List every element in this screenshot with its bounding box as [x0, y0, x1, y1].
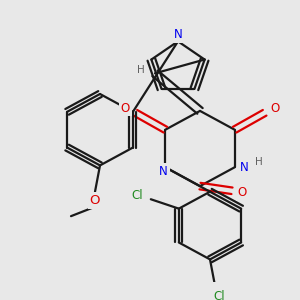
Text: Cl: Cl [213, 290, 225, 300]
Text: O: O [270, 102, 279, 115]
Text: O: O [90, 194, 100, 207]
Text: N: N [159, 164, 168, 178]
Text: H: H [255, 157, 262, 167]
Text: Cl: Cl [131, 189, 142, 202]
Text: N: N [174, 28, 182, 41]
Text: H: H [137, 64, 145, 74]
Text: O: O [237, 186, 247, 199]
Text: N: N [240, 161, 249, 174]
Text: O: O [121, 102, 130, 115]
